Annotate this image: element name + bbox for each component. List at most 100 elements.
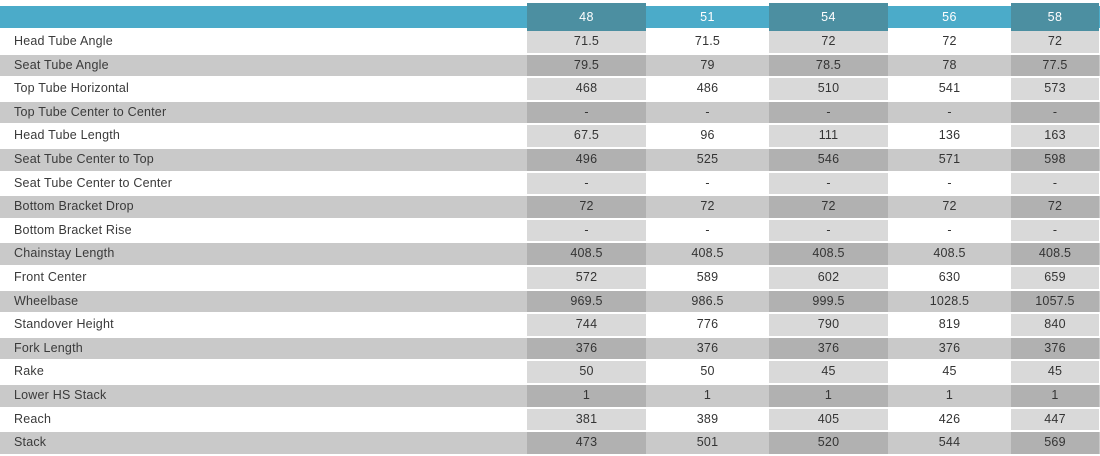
value-cell: - (1011, 219, 1099, 242)
row-label: Fork Length (14, 340, 83, 355)
table-row: Rake 50 50 45 45 45 (0, 361, 1100, 385)
value-cell: 408.5 (691, 246, 724, 261)
value-cell: 1 (1011, 384, 1099, 407)
value-cell: 71.5 (694, 34, 721, 48)
value-cell: 999.5 (769, 290, 888, 313)
value-cell: 78.5 (769, 54, 888, 77)
value-cell: - (1011, 101, 1099, 124)
row-label: Seat Tube Center to Top (14, 151, 154, 166)
value-cell: 496 (527, 148, 646, 171)
table-row-inner: Bottom Bracket Drop 72 72 72 72 72 (0, 196, 1100, 218)
table-row: Stack 473 501 520 544 569 (0, 432, 1100, 456)
value-cell: 1 (945, 387, 954, 402)
value-cell: 408.5 (1011, 243, 1099, 265)
size-header-grid: 48 51 54 56 58 (0, 3, 1100, 31)
value-cell: 1057.5 (1011, 290, 1099, 313)
value-cell: 45 (769, 361, 888, 383)
value-cell: 486 (696, 81, 719, 96)
geometry-rows: Head Tube Angle 71.5 71.5 72 72 72 Seat Tube A… (0, 31, 1100, 456)
value-cell: 408.5 (933, 246, 966, 261)
row-label: Bottom Bracket Drop (14, 199, 134, 214)
value-cell: 376 (938, 340, 961, 355)
row-label: Head Tube Angle (14, 34, 113, 48)
value-cell: 541 (938, 81, 961, 96)
value-cell: 72 (769, 31, 888, 53)
value-cell: - (769, 101, 888, 124)
value-cell: 45 (1011, 361, 1099, 383)
table-row-inner: Top Tube Center to Center - - - - - (0, 101, 1100, 124)
table-row: Seat Tube Center to Top 496 525 546 571 598 (0, 148, 1100, 173)
value-cell: - (527, 219, 646, 242)
value-cell: 744 (527, 314, 646, 336)
value-cell: - (527, 101, 646, 124)
value-cell: 546 (769, 148, 888, 171)
row-label: Standover Height (14, 317, 114, 332)
value-cell: 426 (938, 411, 961, 426)
row-label: Top Tube Horizontal (14, 81, 129, 96)
table-row-inner: Seat Tube Center to Center - - - - - (0, 172, 1100, 195)
value-cell: 376 (696, 340, 719, 355)
table-row-inner: Seat Tube Angle 79.5 79 78.5 78 77.5 (0, 54, 1100, 77)
value-cell: 376 (1011, 337, 1099, 360)
value-cell: 71.5 (527, 31, 646, 53)
table-row: Bottom Bracket Drop 72 72 72 72 72 (0, 196, 1100, 220)
table-row: Standover Height 744 776 790 819 840 (0, 314, 1100, 338)
value-cell: 381 (527, 408, 646, 431)
value-cell: 544 (938, 435, 961, 450)
value-cell: - (705, 104, 710, 119)
value-cell: 1 (769, 384, 888, 407)
table-row-inner: Wheelbase 969.5 986.5 999.5 1028.5 1057.5 (0, 290, 1100, 313)
size-column-header-54: 54 (769, 3, 888, 31)
value-cell: 790 (769, 314, 888, 336)
value-cell: 501 (696, 435, 719, 450)
table-row: Lower HS Stack 1 1 1 1 1 (0, 384, 1100, 409)
table-row: Fork Length 376 376 376 376 376 (0, 337, 1100, 362)
value-cell: 525 (696, 151, 719, 166)
value-cell: 776 (696, 317, 719, 332)
table-row-inner: Chainstay Length 408.5 408.5 408.5 408.5 408.… (0, 243, 1100, 265)
value-cell: 986.5 (691, 293, 724, 308)
value-cell: - (527, 172, 646, 195)
value-cell: - (705, 222, 710, 237)
table-row-inner: Front Center 572 589 602 630 659 (0, 266, 1100, 289)
row-label: Head Tube Length (14, 128, 121, 143)
value-cell: 473 (527, 432, 646, 454)
row-label: Reach (14, 411, 52, 426)
value-cell: 408.5 (527, 243, 646, 265)
table-row: Head Tube Length 67.5 96 111 136 163 (0, 125, 1100, 149)
value-cell: 50 (700, 364, 715, 379)
value-cell: - (769, 172, 888, 195)
value-cell: 163 (1011, 125, 1099, 147)
table-row: Chainstay Length 408.5 408.5 408.5 408.5 408.… (0, 243, 1100, 267)
value-cell: 573 (1011, 78, 1099, 100)
value-cell: 72 (1011, 31, 1099, 53)
value-cell: 72 (942, 34, 957, 48)
value-cell: 77.5 (1011, 54, 1099, 77)
value-cell: 45 (942, 364, 957, 379)
value-cell: 67.5 (527, 125, 646, 147)
row-label: Chainstay Length (14, 246, 115, 261)
value-cell: 79 (700, 57, 715, 72)
value-cell: 819 (938, 317, 961, 332)
value-cell: 659 (1011, 266, 1099, 289)
value-cell: 1 (703, 387, 712, 402)
size-header-row: 48 51 54 56 58 (0, 0, 1100, 31)
value-cell: 1 (527, 384, 646, 407)
row-label: Rake (14, 364, 44, 379)
value-cell: 572 (527, 266, 646, 289)
header-label-spacer (0, 3, 526, 31)
value-cell: 510 (769, 78, 888, 100)
value-cell: - (769, 219, 888, 242)
row-label: Bottom Bracket Rise (14, 222, 132, 237)
value-cell: - (947, 104, 952, 119)
value-cell: 72 (527, 196, 646, 218)
table-row-inner: Head Tube Length 67.5 96 111 136 163 (0, 125, 1100, 147)
value-cell: 589 (696, 269, 719, 284)
value-cell: 571 (938, 151, 961, 166)
value-cell: 376 (527, 337, 646, 360)
value-cell: 569 (1011, 432, 1099, 454)
value-cell: 96 (700, 128, 715, 143)
table-row: Top Tube Center to Center - - - - - (0, 101, 1100, 126)
value-cell: 78 (942, 57, 957, 72)
